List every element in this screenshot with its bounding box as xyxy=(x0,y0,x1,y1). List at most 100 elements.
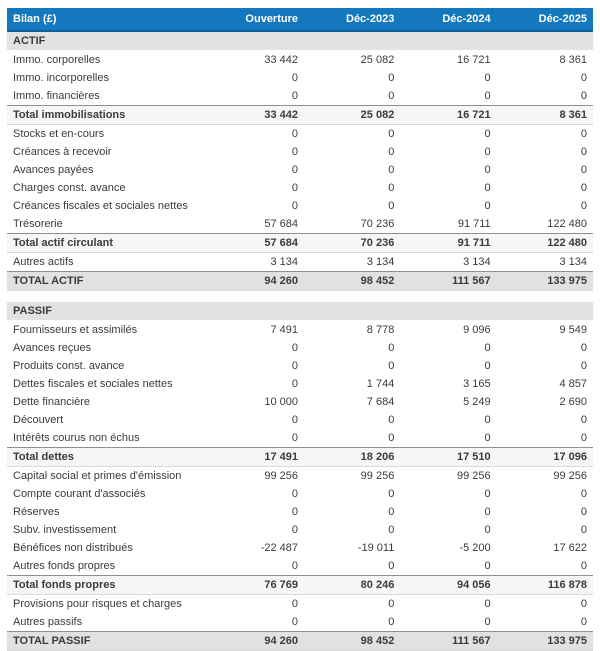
table-row: Total actif circulant 57 684 70 236 91 711 1… xyxy=(7,233,593,253)
cell-value: 7 491 xyxy=(207,320,304,339)
cell-value: 57 684 xyxy=(207,215,304,234)
cell-value: 8 361 xyxy=(496,50,593,69)
cell-value: 4 857 xyxy=(496,375,593,393)
cell-value: 0 xyxy=(304,411,401,429)
cell-value: 133 975 xyxy=(496,271,593,291)
cell-value: 3 165 xyxy=(400,375,497,393)
table-row: Autres fonds propres 0 0 0 0 xyxy=(7,557,593,576)
cell-value: 0 xyxy=(207,613,304,632)
cell-value: 0 xyxy=(304,613,401,632)
cell-value: 0 xyxy=(496,124,593,143)
table-row: Dettes fiscales et sociales nettes 0 1 744… xyxy=(7,375,593,393)
row-label: TOTAL ACTIF xyxy=(7,271,208,291)
cell-value: 0 xyxy=(304,557,401,576)
table-row: Créances à recevoir 0 0 0 0 xyxy=(7,143,593,161)
cell-value: 99 256 xyxy=(207,466,304,485)
cell-value: 0 xyxy=(496,197,593,215)
cell-value: 99 256 xyxy=(400,466,497,485)
cell-value: 0 xyxy=(496,179,593,197)
cell-value: 0 xyxy=(400,594,497,613)
table-row: Stocks et en-cours 0 0 0 0 xyxy=(7,124,593,143)
row-label: Découvert xyxy=(7,411,208,429)
table-row: Total fonds propres 76 769 80 246 94 056 116… xyxy=(7,575,593,595)
row-label: Total immobilisations xyxy=(7,105,208,125)
cell-value: 98 452 xyxy=(304,631,401,651)
cell-value: 99 256 xyxy=(496,466,593,485)
row-label: Avances reçues xyxy=(7,339,208,357)
cell-value: 9 096 xyxy=(400,320,497,339)
cell-value: 0 xyxy=(400,197,497,215)
cell-value: 0 xyxy=(400,503,497,521)
table-row: Provisions pour risques et charges 0 0 0 0 xyxy=(7,594,593,613)
cell-value: 3 134 xyxy=(400,252,497,272)
cell-value: 3 134 xyxy=(304,252,401,272)
cell-value: 0 xyxy=(400,179,497,197)
table-row: Trésorerie 57 684 70 236 91 711 122 480 xyxy=(7,215,593,234)
cell-value: 0 xyxy=(400,613,497,632)
cell-value: 0 xyxy=(400,521,497,539)
cell-value: 0 xyxy=(207,521,304,539)
cell-value: 91 711 xyxy=(400,215,497,234)
cell-value: 17 491 xyxy=(207,447,304,467)
table-row: Total immobilisations 33 442 25 082 16 721 8… xyxy=(7,105,593,125)
cell-value: 0 xyxy=(496,161,593,179)
row-label: Charges const. avance xyxy=(7,179,208,197)
cell-value: 2 690 xyxy=(496,393,593,411)
cell-value: 0 xyxy=(400,485,497,503)
row-label: Provisions pour risques et charges xyxy=(7,594,208,613)
cell-value: 70 236 xyxy=(304,215,401,234)
cell-value: 0 xyxy=(304,429,401,448)
row-label: Réserves xyxy=(7,503,208,521)
table-row: Charges const. avance 0 0 0 0 xyxy=(7,179,593,197)
cell-value: 0 xyxy=(207,69,304,87)
row-label: Fournisseurs et assimilés xyxy=(7,320,208,339)
table-row: Avances payées 0 0 0 0 xyxy=(7,161,593,179)
section-spacer-cell xyxy=(7,290,593,302)
header-col-dec-2023: Déc-2023 xyxy=(304,8,401,32)
cell-value: 0 xyxy=(207,503,304,521)
cell-value: 116 878 xyxy=(496,575,593,595)
header-col-dec-2024: Déc-2024 xyxy=(400,8,497,32)
cell-value: 0 xyxy=(496,429,593,448)
cell-value: 0 xyxy=(207,375,304,393)
row-label: Autres actifs xyxy=(7,252,208,272)
cell-value: 0 xyxy=(496,485,593,503)
table-row: Dette financière 10 000 7 684 5 249 2 690 xyxy=(7,393,593,411)
row-label: Dettes fiscales et sociales nettes xyxy=(7,375,208,393)
cell-value: 70 236 xyxy=(304,233,401,253)
cell-value: 0 xyxy=(496,357,593,375)
cell-value: 8 778 xyxy=(304,320,401,339)
table-row: Bénéfices non distribués -22 487 -19 011 -5… xyxy=(7,539,593,557)
cell-value: 0 xyxy=(207,594,304,613)
row-label: Total fonds propres xyxy=(7,575,208,595)
cell-value: -19 011 xyxy=(304,539,401,557)
cell-value: 91 711 xyxy=(400,233,497,253)
cell-value: 122 480 xyxy=(496,215,593,234)
row-label: Immo. financières xyxy=(7,87,208,106)
section-spacer xyxy=(7,290,593,302)
table-row: Capital social et primes d'émission 99 25… xyxy=(7,466,593,485)
cell-value: 33 442 xyxy=(207,50,304,69)
cell-value: 0 xyxy=(207,124,304,143)
cell-value: 0 xyxy=(400,557,497,576)
row-label: Trésorerie xyxy=(7,215,208,234)
cell-value: 0 xyxy=(496,87,593,106)
cell-value: 0 xyxy=(207,411,304,429)
cell-value: 17 510 xyxy=(400,447,497,467)
header-col-dec-2025: Déc-2025 xyxy=(496,8,593,32)
cell-value: 0 xyxy=(207,179,304,197)
row-label: Intérêts courus non échus xyxy=(7,429,208,448)
cell-value: 0 xyxy=(496,143,593,161)
cell-value: 0 xyxy=(496,613,593,632)
row-label: Immo. incorporelles xyxy=(7,69,208,87)
row-label: Autres fonds propres xyxy=(7,557,208,576)
cell-value: 16 721 xyxy=(400,105,497,125)
cell-value: 0 xyxy=(207,143,304,161)
row-label: Bénéfices non distribués xyxy=(7,539,208,557)
table-row: Immo. financières 0 0 0 0 xyxy=(7,87,593,106)
cell-value: 111 567 xyxy=(400,271,497,291)
row-label: Compte courant d'associés xyxy=(7,485,208,503)
cell-value: 0 xyxy=(207,429,304,448)
row-label: Total actif circulant xyxy=(7,233,208,253)
